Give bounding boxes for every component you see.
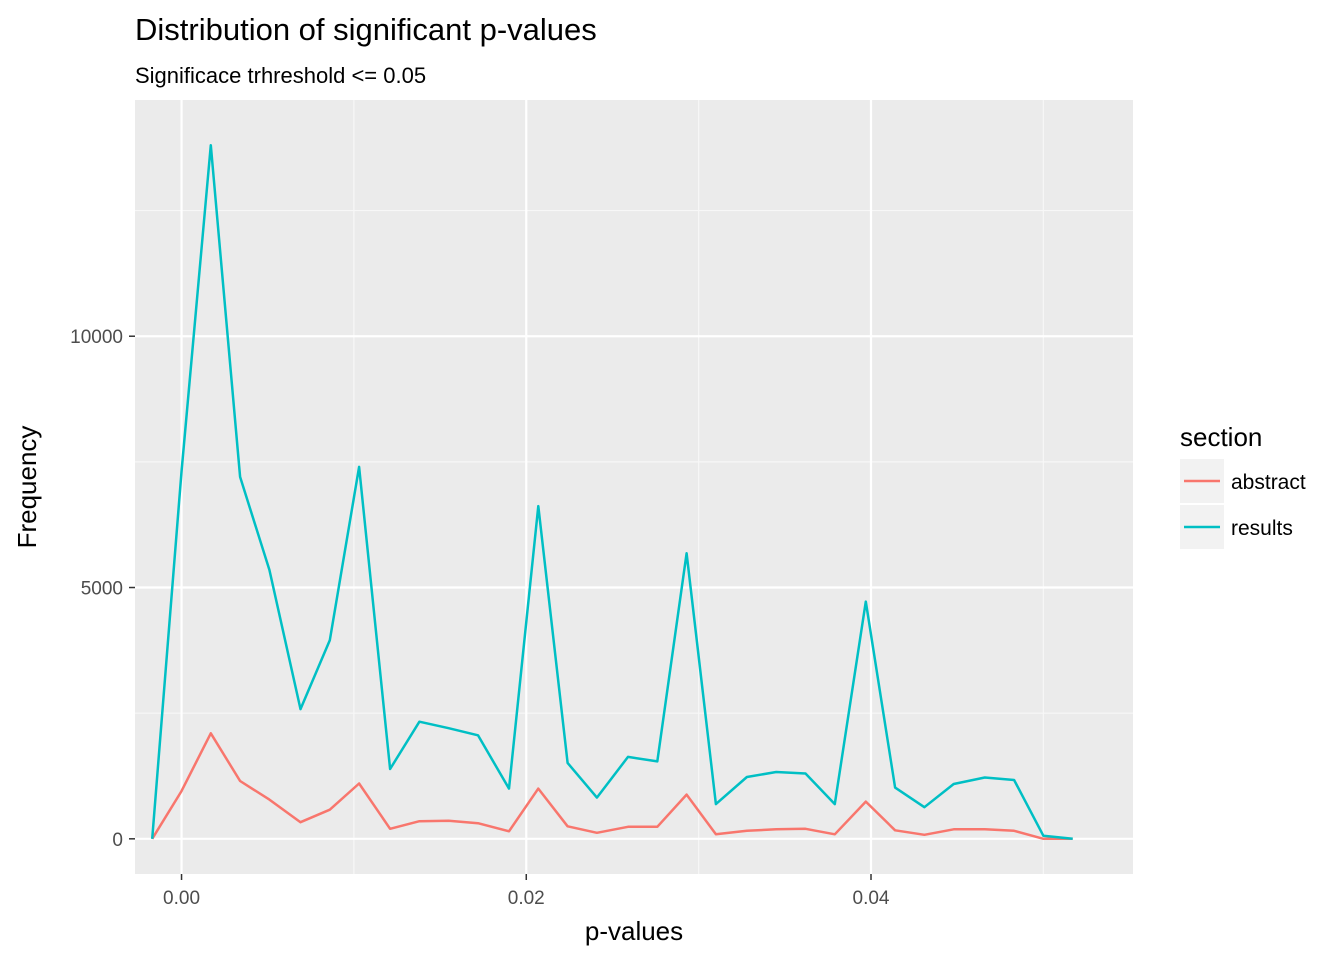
legend-label-results: results <box>1231 517 1293 540</box>
x-tick-label-1: 0.02 <box>508 888 545 909</box>
legend-label-abstract: abstract <box>1231 471 1306 494</box>
legend: section abstract results <box>1180 422 1306 549</box>
grid-major <box>135 100 1133 874</box>
x-axis: 0.00 0.02 0.04 <box>163 874 890 909</box>
y-axis: 0 5000 10000 <box>70 327 135 851</box>
series-line-results <box>150 143 1073 841</box>
y-tick-label-1: 5000 <box>81 579 123 600</box>
plot-panel <box>135 100 1133 874</box>
x-axis-label: p-values <box>585 916 683 946</box>
y-axis-label: Frequency <box>12 426 42 549</box>
legend-title: section <box>1180 422 1262 452</box>
x-tick-label-2: 0.04 <box>853 888 890 909</box>
chart-subtitle: Significace trhreshold <= 0.05 <box>135 63 426 88</box>
chart-title: Distribution of significant p-values <box>135 12 597 47</box>
series-lines <box>150 143 1073 841</box>
series-line-abstract <box>151 732 1073 841</box>
grid-minor <box>135 100 1133 874</box>
y-tick-label-2: 10000 <box>70 327 123 348</box>
y-tick-label-0: 0 <box>112 830 123 851</box>
x-tick-label-0: 0.00 <box>163 888 200 909</box>
